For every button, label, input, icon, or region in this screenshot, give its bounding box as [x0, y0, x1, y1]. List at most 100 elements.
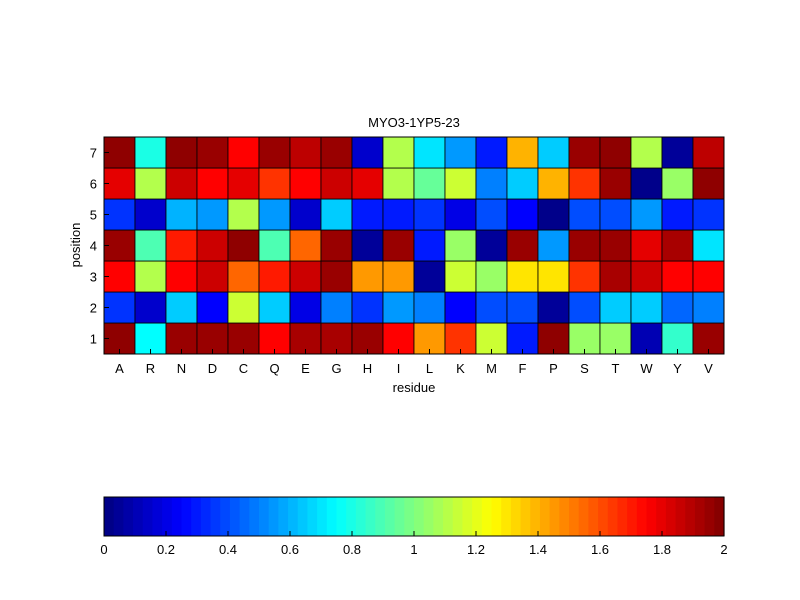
colorbar-segment [220, 497, 231, 536]
heatmap-cell [227, 136, 260, 169]
colorbar-tick-label: 2 [720, 542, 727, 557]
colorbar-segment [200, 497, 212, 536]
heatmap-cell [537, 260, 570, 293]
heatmap-cell [475, 229, 508, 262]
heatmap-cell [599, 229, 632, 262]
heatmap-cell [692, 198, 725, 231]
heatmap-cell [599, 136, 632, 169]
x-tick-label: K [456, 361, 465, 376]
heatmap-cell [537, 291, 570, 324]
colorbar-segment [394, 497, 405, 536]
heatmap-cell [227, 229, 260, 262]
colorbar-segment [501, 497, 512, 536]
heatmap-cell [165, 229, 198, 262]
colorbar-segment [249, 497, 260, 536]
heatmap-cell [444, 229, 477, 262]
heatmap-cell [351, 260, 384, 293]
colorbar-segment [656, 497, 667, 536]
heatmap-cell [258, 322, 291, 355]
heatmap-cell [382, 229, 415, 262]
colorbar-segment [162, 497, 173, 536]
x-tick-label: C [239, 361, 248, 376]
heatmap-cell [661, 167, 694, 200]
colorbar-segment [384, 497, 396, 536]
heatmap-cell [692, 260, 725, 293]
colorbar-tick-label: 1 [410, 542, 417, 557]
heatmap-cell [382, 291, 415, 324]
colorbar-segment [433, 497, 444, 536]
heatmap-cell [661, 322, 694, 355]
colorbar-segment [598, 497, 609, 536]
y-axis-ticks: 1 2 3 4 5 6 7 [90, 146, 109, 347]
colorbar-segment [627, 497, 638, 536]
y-tick-label: 7 [90, 146, 97, 161]
colorbar-segment [123, 497, 134, 536]
x-tick-label: E [301, 361, 310, 376]
colorbar-segment [491, 497, 502, 536]
colorbar-segment [414, 497, 425, 536]
x-tick-label: N [177, 361, 186, 376]
x-tick-label: V [704, 361, 713, 376]
colorbar-segment [588, 497, 599, 536]
colorbar-segment [549, 497, 560, 536]
heatmap-cell [661, 260, 694, 293]
colorbar-segment [259, 497, 270, 536]
heatmap-cell [661, 291, 694, 324]
heatmap-cell [630, 229, 663, 262]
heatmap-cell [289, 291, 322, 324]
heatmap-cell [599, 291, 632, 324]
colorbar-segment [617, 497, 628, 536]
colorbar-segment [404, 497, 415, 536]
heatmap-cell [506, 167, 539, 200]
heatmap-cell [444, 167, 477, 200]
x-tick-label: I [397, 361, 401, 376]
heatmap-cell [506, 136, 539, 169]
heatmap-cell [537, 198, 570, 231]
heatmap-cell [258, 260, 291, 293]
colorbar-segment [569, 497, 580, 536]
heatmap-cell [165, 260, 198, 293]
heatmap-cell [475, 260, 508, 293]
heatmap-cell [661, 229, 694, 262]
heatmap-cell [196, 260, 229, 293]
colorbar-segment [714, 497, 725, 536]
y-tick-label: 4 [90, 239, 97, 254]
colorbar-segment [452, 497, 464, 536]
heatmap-cell [413, 229, 446, 262]
heatmap-cell [196, 229, 229, 262]
colorbar-tick-label: 1.4 [529, 542, 547, 557]
heatmap-cell [506, 260, 539, 293]
heatmap-cell [227, 198, 260, 231]
heatmap-cell [661, 198, 694, 231]
colorbar-segment [346, 497, 357, 536]
heatmap-cell [537, 167, 570, 200]
heatmap-cell [134, 322, 167, 355]
heatmap-cell [475, 167, 508, 200]
colorbar-segment [239, 497, 250, 536]
y-axis-label: position [68, 223, 83, 268]
colorbar-segment [307, 497, 318, 536]
y-tick-label: 1 [90, 332, 97, 347]
heatmap-cell [227, 167, 260, 200]
colorbar-tick-label: 1.2 [467, 542, 485, 557]
heatmap-cell [320, 260, 353, 293]
colorbar-segment [317, 497, 328, 536]
heatmap-cell [506, 198, 539, 231]
heatmap-cell [475, 136, 508, 169]
heatmap-cell [692, 291, 725, 324]
heatmap-cell [320, 167, 353, 200]
heatmap-cell [382, 198, 415, 231]
heatmap-cell [382, 260, 415, 293]
heatmap-cell [289, 167, 322, 200]
heatmap-cell [258, 136, 291, 169]
colorbar-tick-label: 0.8 [343, 542, 361, 557]
colorbar-segment [288, 497, 299, 536]
colorbar-segment [462, 497, 473, 536]
heatmap-cell [103, 167, 136, 200]
heatmap-cell [165, 198, 198, 231]
colorbar-segment [113, 497, 124, 536]
colorbar-segment [365, 497, 376, 536]
heatmap-cell [320, 229, 353, 262]
